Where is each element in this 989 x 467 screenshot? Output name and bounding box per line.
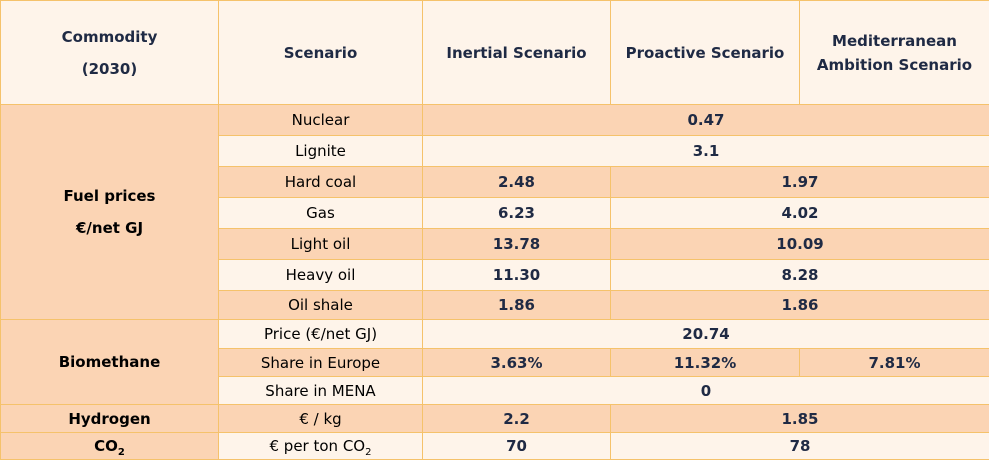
value-cell: 10.09 xyxy=(610,228,989,260)
value-cell: 11.32% xyxy=(610,348,800,377)
value-cell: 3.63% xyxy=(422,348,611,377)
header-proactive: Proactive Scenario xyxy=(610,0,800,105)
header-mediterranean-line1: Mediterranean xyxy=(832,31,957,50)
value-cell: 13.78 xyxy=(422,228,611,260)
value-cell: 70 xyxy=(422,432,611,460)
value-cell: 1.86 xyxy=(610,290,989,320)
header-inertial: Inertial Scenario xyxy=(422,0,611,105)
row-label: Share in MENA xyxy=(218,376,423,405)
header-commodity: Commodity (2030) xyxy=(0,0,219,105)
row-label: Price (€/net GJ) xyxy=(218,319,423,349)
row-label: Light oil xyxy=(218,228,423,260)
category-fuel-prices: Fuel prices €/net GJ xyxy=(0,104,219,320)
row-label: Nuclear xyxy=(218,104,423,136)
table-row: Biomethane Price (€/net GJ) 20.74 xyxy=(0,319,989,405)
row-label: Lignite xyxy=(218,135,423,167)
table-row: Fuel prices €/net GJ Nuclear 0.47 xyxy=(0,104,989,320)
value-cell: 6.23 xyxy=(422,197,611,229)
value-cell: 2.48 xyxy=(422,166,611,198)
category-biomethane: Biomethane xyxy=(0,319,219,405)
value-cell: 0.47 xyxy=(422,104,989,136)
table-row: Heavy oil 11.30 8.28 xyxy=(1,259,989,291)
table-row: CO2 € per ton CO2 70 78 xyxy=(0,432,989,460)
value-cell: 7.81% xyxy=(799,348,989,377)
value-cell: 20.74 xyxy=(422,319,989,349)
row-label: Hard coal xyxy=(218,166,423,198)
category-co2-sub: 2 xyxy=(117,447,125,458)
value-cell: 4.02 xyxy=(610,197,989,229)
table-row: Share in Europe 3.63% 11.32% 7.81% xyxy=(1,348,989,377)
category-hydrogen: Hydrogen xyxy=(0,404,219,433)
row-label: Heavy oil xyxy=(218,259,423,291)
value-cell: 1.86 xyxy=(422,290,611,320)
table-row: Share in MENA 0 xyxy=(1,376,989,405)
value-cell: 1.97 xyxy=(610,166,989,198)
header-mediterranean-line2: Ambition Scenario xyxy=(816,55,973,74)
header-commodity-line2: (2030) xyxy=(81,59,138,78)
value-cell: 1.85 xyxy=(610,404,989,433)
header-mediterranean: Mediterranean Ambition Scenario xyxy=(799,0,989,105)
category-co2-main: CO xyxy=(94,437,118,455)
header-scenario: Scenario xyxy=(218,0,423,105)
category-fuel-prices-line2: €/net GJ xyxy=(75,219,144,237)
category-fuel-prices-line1: Fuel prices xyxy=(63,187,156,205)
category-co2: CO2 xyxy=(0,432,219,460)
row-label: € / kg xyxy=(218,404,423,433)
row-label: Gas xyxy=(218,197,423,229)
table-row: Hard coal 2.48 1.97 xyxy=(1,166,989,198)
table-row: Light oil 13.78 10.09 xyxy=(1,228,989,260)
value-cell: 0 xyxy=(422,376,989,405)
row-label: Share in Europe xyxy=(218,348,423,377)
row-label: € per ton CO2 xyxy=(218,432,423,460)
header-row: Commodity (2030) Scenario Inertial Scena… xyxy=(0,0,989,105)
value-cell: 11.30 xyxy=(422,259,611,291)
value-cell: 2.2 xyxy=(422,404,611,433)
table-row: Gas 6.23 4.02 xyxy=(1,197,989,229)
value-cell: 8.28 xyxy=(610,259,989,291)
co2-label-main: € per ton CO xyxy=(269,437,366,455)
value-cell: 3.1 xyxy=(422,135,989,167)
header-commodity-line1: Commodity xyxy=(61,27,158,46)
co2-label-sub: 2 xyxy=(365,447,372,458)
table-row: Hydrogen € / kg 2.2 1.85 xyxy=(0,404,989,433)
row-label: Oil shale xyxy=(218,290,423,320)
value-cell: 78 xyxy=(610,432,989,460)
